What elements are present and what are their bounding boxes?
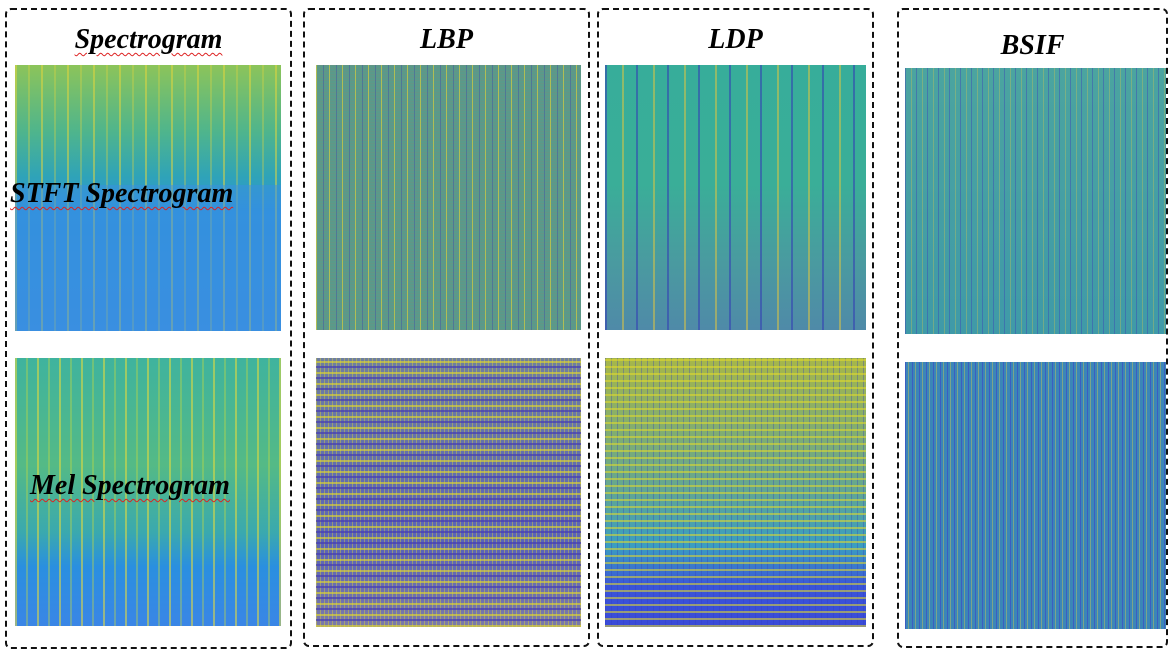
panel-title: LBP [420, 24, 473, 55]
row-label: STFT Spectrogram [10, 178, 233, 210]
panel: LDP [597, 8, 874, 647]
lbp-image [316, 358, 581, 627]
bsif-image [905, 362, 1166, 629]
mel-image [15, 358, 281, 626]
panel: LBP [303, 8, 590, 647]
row-label: Mel Spectrogram [30, 470, 230, 502]
panel: BSIF [897, 8, 1168, 648]
bsif-image [905, 68, 1166, 334]
row-label-text: Mel Spectrogram [30, 470, 230, 501]
lbp-image [316, 65, 581, 330]
ldp-image [605, 65, 866, 330]
title-text: Spectrogram [74, 24, 223, 55]
ldp-image [605, 358, 866, 627]
panel-title: LDP [708, 24, 763, 55]
stft-image [15, 65, 281, 331]
row-label-text: STFT Spectrogram [10, 178, 234, 209]
panel: Spectrogram [5, 8, 292, 649]
panel-title: BSIF [1000, 30, 1065, 61]
panel-title: Spectrogram [7, 24, 290, 56]
